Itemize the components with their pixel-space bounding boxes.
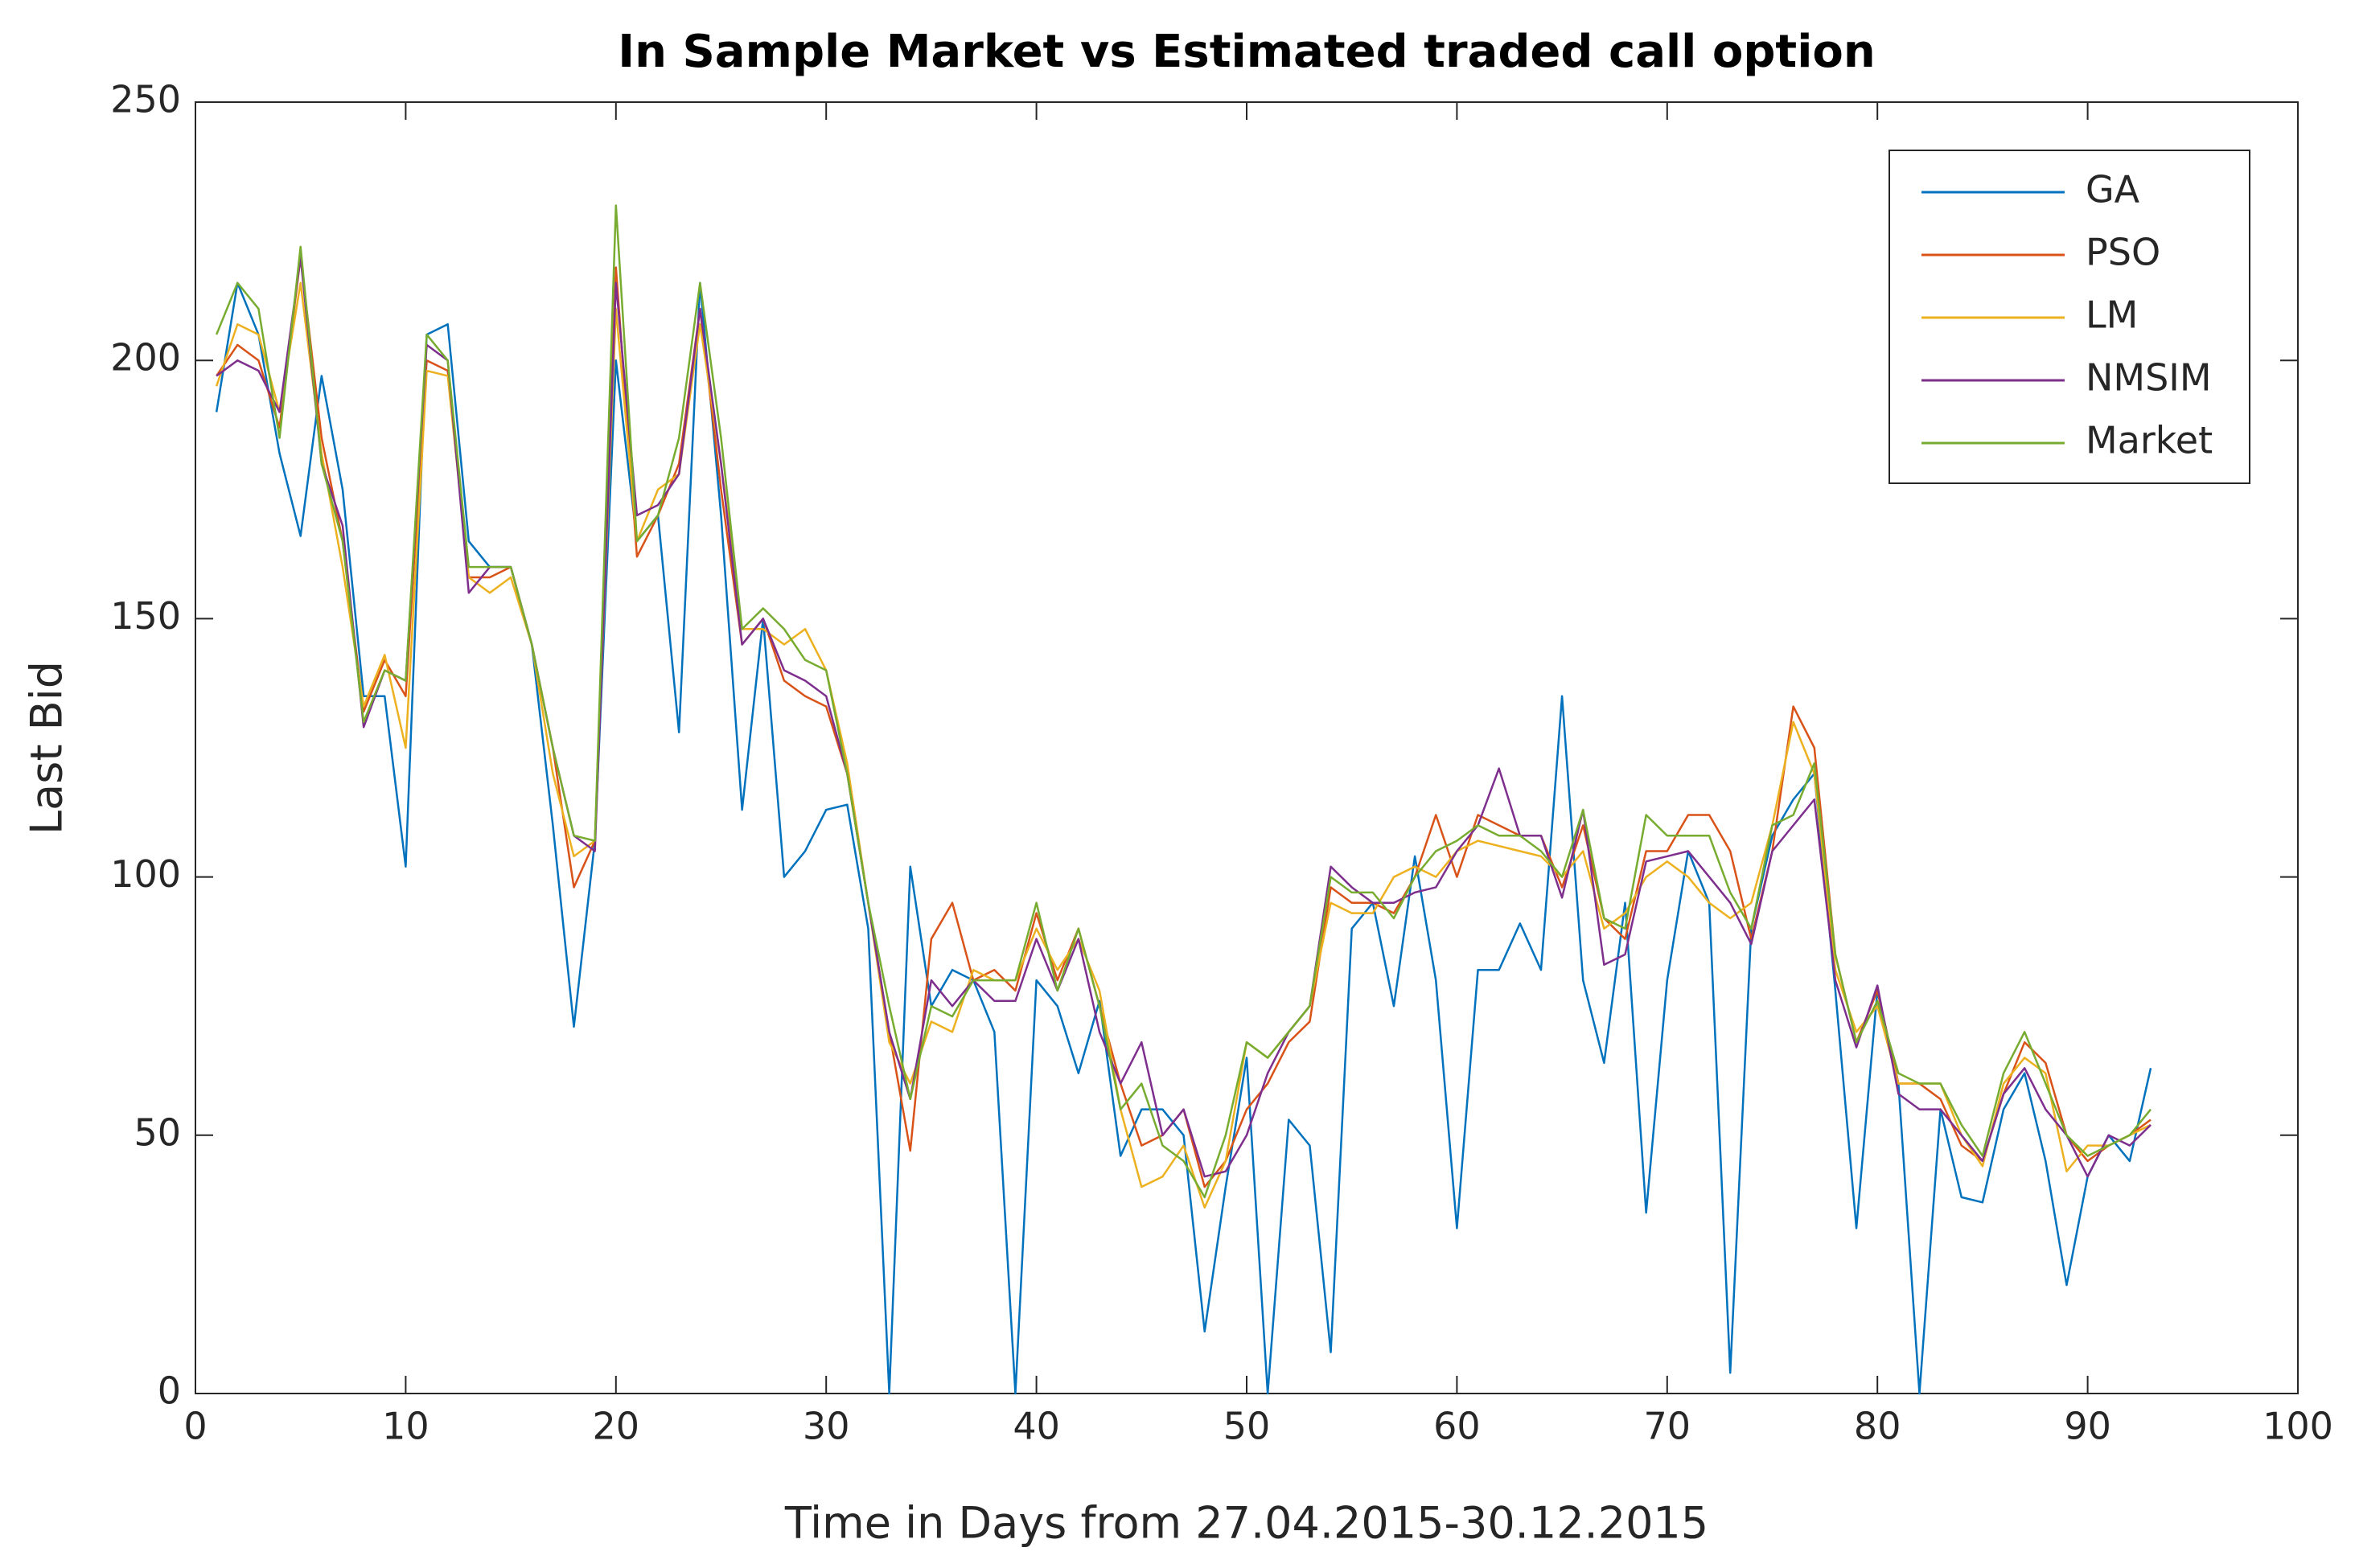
legend-label: NMSIM bbox=[2086, 356, 2212, 400]
y-tick-label: 100 bbox=[110, 852, 181, 896]
legend-label: PSO bbox=[2086, 231, 2160, 274]
x-axis-label: Time in Days from 27.04.2015-30.12.2015 bbox=[784, 1498, 1708, 1549]
series-line bbox=[215, 204, 2152, 1199]
x-tick-label: 70 bbox=[1644, 1405, 1691, 1448]
legend-label: Market bbox=[2086, 419, 2213, 462]
y-tick-label: 250 bbox=[110, 78, 181, 121]
y-axis-label: Last Bid bbox=[22, 661, 72, 835]
y-tick-label: 50 bbox=[134, 1110, 181, 1154]
y-tick-label: 200 bbox=[110, 336, 181, 380]
x-tick-label: 10 bbox=[382, 1405, 429, 1448]
x-tick-label: 20 bbox=[593, 1405, 640, 1448]
x-tick-label: 0 bbox=[183, 1405, 207, 1448]
x-tick-label: 100 bbox=[2263, 1405, 2333, 1448]
x-tick-label: 90 bbox=[2064, 1405, 2111, 1448]
legend-label: GA bbox=[2086, 168, 2140, 211]
x-tick-label: 50 bbox=[1223, 1405, 1271, 1448]
x-tick-label: 30 bbox=[803, 1405, 850, 1448]
x-tick-label: 80 bbox=[1854, 1405, 1901, 1448]
legend-label: LM bbox=[2086, 293, 2138, 337]
x-tick-label: 40 bbox=[1013, 1405, 1060, 1448]
x-tick-label: 60 bbox=[1433, 1405, 1481, 1448]
y-tick-label: 150 bbox=[110, 594, 181, 638]
y-tick-label: 0 bbox=[158, 1369, 181, 1413]
series-line bbox=[215, 281, 2152, 1209]
chart-title: In Sample Market vs Estimated traded cal… bbox=[618, 26, 1875, 78]
